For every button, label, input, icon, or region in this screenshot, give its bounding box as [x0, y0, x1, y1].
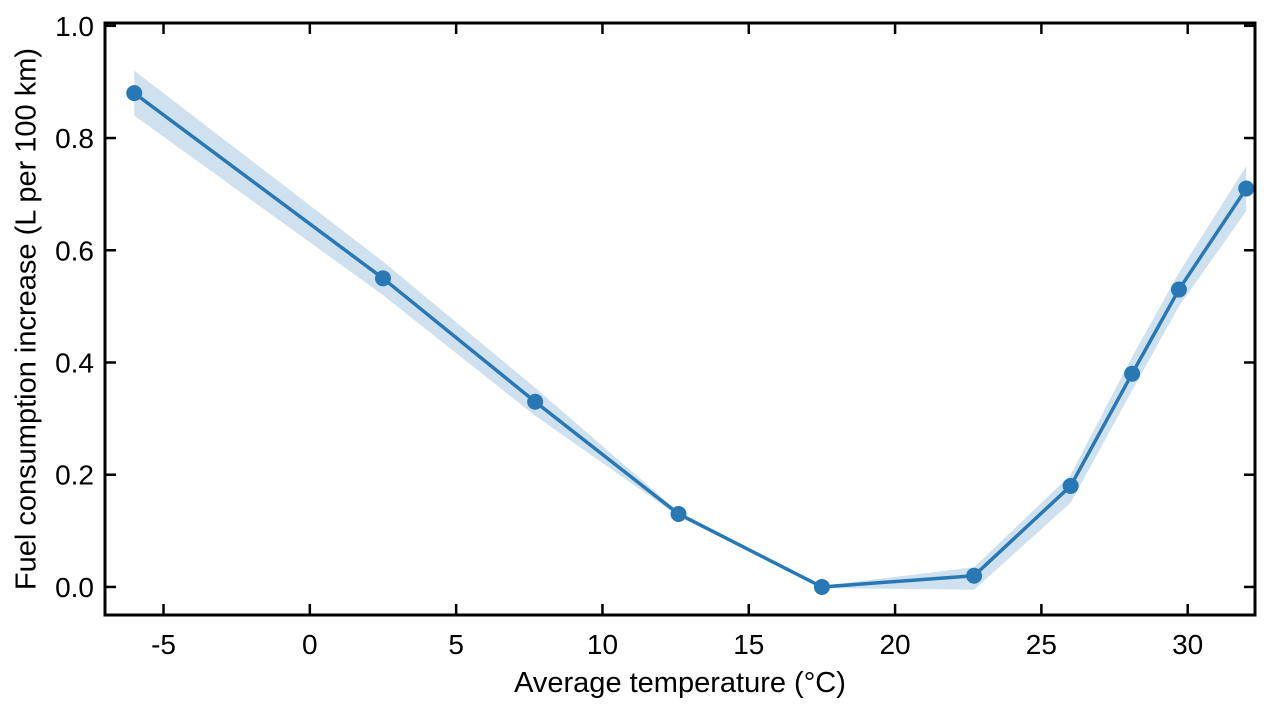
y-tick-label: 0.0	[55, 572, 94, 603]
x-tick-label: 0	[302, 629, 318, 660]
y-tick-labels: 0.0 0.2 0.4 0.6 0.8 1.0	[55, 11, 94, 603]
y-tick-label: 0.8	[55, 123, 94, 154]
data-line	[132, 91, 1248, 589]
data-point	[670, 505, 687, 522]
data-point	[1124, 365, 1141, 382]
data-point	[527, 393, 544, 410]
data-point	[1062, 477, 1079, 494]
data-point	[813, 578, 830, 595]
axes-frame	[103, 21, 1257, 617]
data-point	[966, 567, 983, 584]
x-tick-label: 5	[448, 629, 464, 660]
x-tick-label: 25	[1026, 629, 1057, 660]
data-point	[374, 270, 391, 287]
x-tick-label: 20	[879, 629, 910, 660]
data-markers	[126, 85, 1255, 595]
x-tick-label: 10	[587, 629, 618, 660]
x-tick-label: -5	[151, 629, 176, 660]
y-axis-label: Fuel consumption increase (L per 100 km)	[10, 47, 43, 591]
data-point	[126, 85, 143, 102]
ticks	[105, 23, 1255, 615]
y-tick-label: 0.4	[55, 347, 94, 378]
y-tick-label: 0.2	[55, 460, 94, 491]
y-tick-label: 0.6	[55, 235, 94, 266]
y-tick-label: 1.0	[55, 11, 94, 42]
data-point	[1170, 281, 1187, 298]
x-tick-label: 30	[1172, 629, 1203, 660]
x-axis-label: Average temperature (°C)	[514, 667, 846, 699]
confidence-band	[134, 70, 1247, 590]
x-tick-label: 15	[733, 629, 764, 660]
x-tick-labels: -5 0 5 10 15 20 25 30	[151, 629, 1203, 660]
data-point	[1238, 180, 1255, 197]
